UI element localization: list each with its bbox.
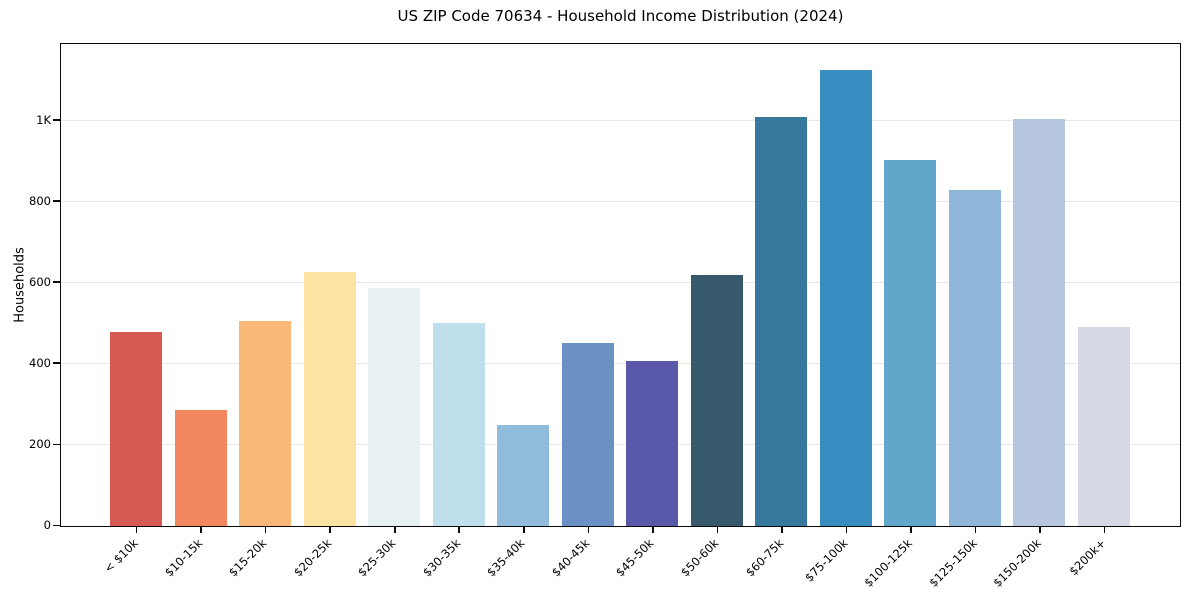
- bar: [174, 409, 227, 526]
- x-tick-label: $100-125k: [861, 536, 915, 590]
- gridline: [61, 362, 1180, 364]
- y-tick-label: 600: [29, 275, 51, 290]
- x-tick-mark: [329, 527, 331, 533]
- x-tick-mark: [652, 527, 654, 533]
- bar: [368, 287, 421, 526]
- x-tick-mark: [845, 527, 848, 533]
- x-tick-mark: [974, 527, 977, 533]
- bar: [497, 424, 550, 526]
- bar: [1078, 327, 1130, 526]
- bar: [626, 361, 679, 526]
- bar: [303, 271, 356, 526]
- bar: [755, 117, 808, 526]
- x-tick-label: $20-25k: [290, 536, 335, 580]
- x-tick-mark: [523, 527, 525, 533]
- y-tick-mark: [53, 524, 60, 527]
- x-tick-label: $60-75k: [742, 536, 786, 580]
- x-tick-label: $75-100k: [801, 536, 851, 585]
- x-tick-label: $15-20k: [226, 536, 270, 580]
- bar: [561, 343, 614, 526]
- y-tick-label: 400: [29, 356, 51, 371]
- x-tick-mark: [587, 527, 590, 533]
- y-tick-label: 1K: [36, 113, 51, 127]
- x-tick-mark: [264, 527, 267, 533]
- x-tick-mark: [1039, 527, 1041, 533]
- x-tick-label: $25-30k: [355, 536, 399, 580]
- x-tick-mark: [910, 527, 912, 533]
- x-tick-label: $10-15k: [161, 536, 206, 580]
- bar: [110, 332, 162, 526]
- x-tick-mark: [135, 527, 138, 533]
- gridline: [61, 119, 1180, 121]
- x-tick-mark: [200, 527, 202, 533]
- bar: [690, 274, 743, 526]
- chart-title: US ZIP Code 70634 - Household Income Dis…: [397, 7, 844, 25]
- x-tick-label: $35-40k: [484, 536, 528, 580]
- bar: [1013, 119, 1066, 526]
- x-tick-label: $50-60k: [677, 536, 722, 580]
- y-tick-mark: [53, 200, 60, 202]
- x-tick-label: $200k+: [1066, 536, 1109, 579]
- y-tick-mark: [53, 362, 60, 365]
- x-tick-label: < $10k: [100, 536, 141, 576]
- bar: [884, 159, 937, 526]
- x-tick-mark: [1103, 527, 1106, 533]
- x-tick-mark: [781, 527, 783, 533]
- bar: [239, 321, 292, 526]
- x-tick-mark: [458, 527, 461, 533]
- y-tick-mark: [53, 443, 60, 446]
- y-tick-label: 0: [43, 518, 51, 533]
- bar: [432, 322, 485, 526]
- y-tick-mark: [53, 281, 60, 283]
- y-tick-label: 800: [29, 194, 51, 209]
- bar: [948, 190, 1001, 526]
- x-tick-label: $125-150k: [925, 536, 980, 590]
- plot-area: [60, 43, 1181, 527]
- x-tick-label: $45-50k: [613, 536, 657, 580]
- bar: [819, 69, 872, 526]
- x-tick-mark: [716, 527, 719, 533]
- y-axis-label: Households: [12, 247, 28, 323]
- gridline: [61, 281, 1180, 283]
- y-tick-label: 200: [29, 437, 51, 452]
- x-tick-label: $30-35k: [419, 536, 464, 580]
- x-tick-label: $40-45k: [548, 536, 593, 580]
- gridline: [61, 443, 1180, 445]
- x-tick-label: $150-200k: [990, 536, 1044, 590]
- y-tick-mark: [53, 119, 60, 121]
- x-tick-mark: [393, 527, 396, 533]
- gridline: [61, 200, 1180, 202]
